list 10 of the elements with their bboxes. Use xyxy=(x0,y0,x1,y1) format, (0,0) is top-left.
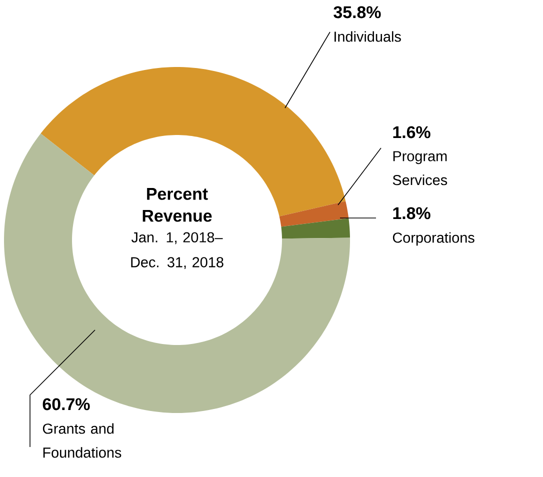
data-label: 1.8% xyxy=(393,207,430,220)
text: Jan. 1, 2018– Dec. 31, 2018 xyxy=(131,232,224,270)
slice-label: Program Services xyxy=(392,151,448,186)
text: Percent Revenue xyxy=(142,188,212,222)
slice-label: Corporations xyxy=(392,232,474,246)
slice-label: Individuals xyxy=(334,31,401,42)
data-label: 35.8% xyxy=(334,6,381,18)
data-label: 1.6% xyxy=(393,126,430,138)
slice-label: Grants and Foundations xyxy=(42,423,122,458)
data-label: 60.7% xyxy=(42,398,90,410)
